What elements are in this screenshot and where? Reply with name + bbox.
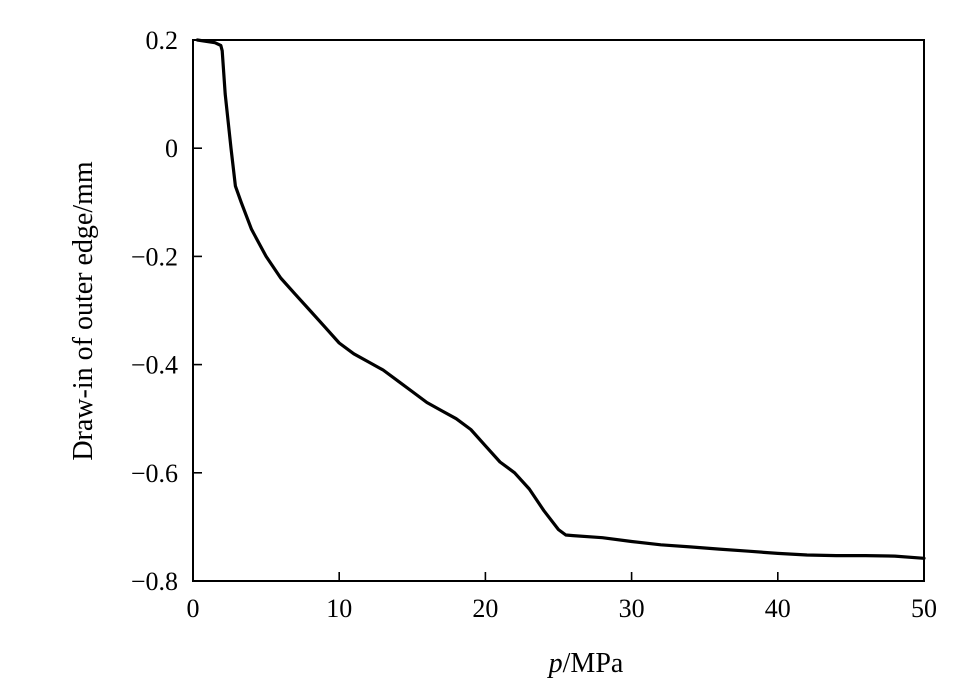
y-tick-label: −0.6: [131, 459, 178, 488]
x-axis-label-symbol: p: [547, 648, 563, 679]
x-tick-label: 30: [619, 594, 645, 623]
x-tick-label: 10: [326, 594, 352, 623]
plot-frame: [192, 39, 925, 582]
x-axis-label-unit: /MPa: [563, 648, 624, 679]
x-tick-label: 20: [472, 594, 498, 623]
y-tick-label: 0: [165, 134, 178, 163]
x-tick-label: 50: [911, 594, 937, 623]
y-tick-label: −0.2: [131, 242, 178, 271]
x-axis-label: p/MPa: [547, 648, 624, 679]
y-axis-label: Draw-in of outer edge/mm: [68, 161, 99, 461]
series-line: [195, 38, 926, 560]
y-tick-label: −0.4: [131, 351, 178, 380]
tick-labels: 0 10 20 30 40 50 0.2 0 −0.2 −0.4 −0.6 −0.8: [131, 26, 937, 623]
y-tick-label: 0.2: [146, 26, 179, 55]
x-tick-label: 40: [765, 594, 791, 623]
axis-ticks: [192, 39, 925, 582]
y-tick-label: −0.8: [131, 567, 178, 596]
x-tick-label: 0: [187, 594, 200, 623]
